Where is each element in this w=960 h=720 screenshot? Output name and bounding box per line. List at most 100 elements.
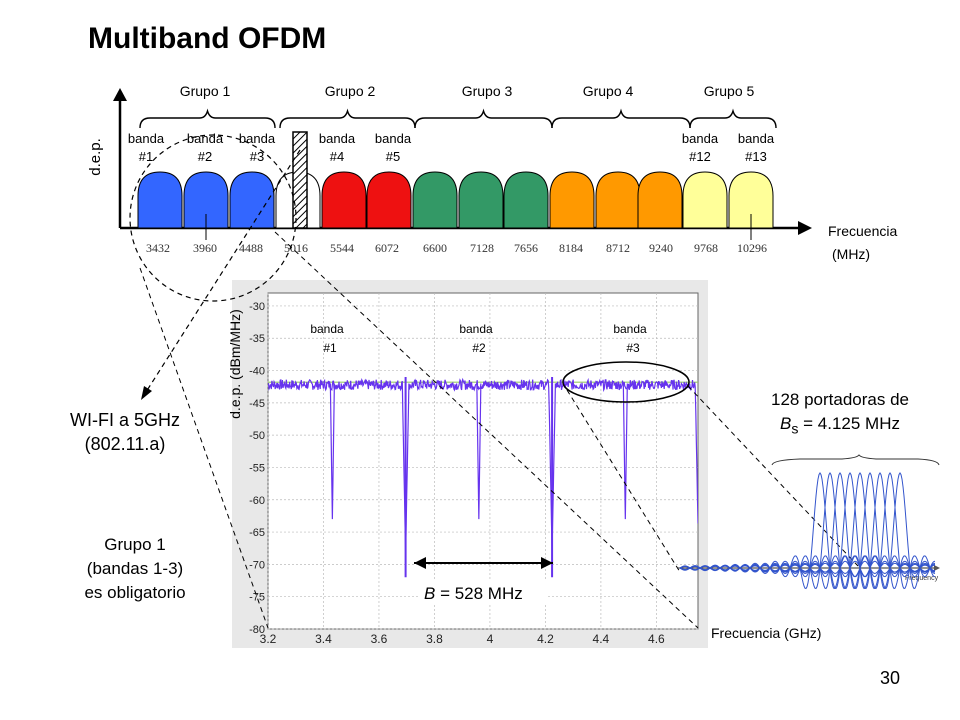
y-tick-label: -55 bbox=[249, 462, 265, 474]
group-label-3: Grupo 3 bbox=[462, 83, 513, 99]
wifi-5ghz-note: WI-FI a 5GHz (802.11.a) bbox=[40, 408, 210, 456]
wifi-5ghz-block bbox=[292, 131, 308, 229]
frequency-tick-5544: 5544 bbox=[330, 241, 354, 255]
group1-highlight-circle bbox=[129, 134, 297, 302]
bandwidth-label-symbol: B bbox=[424, 584, 435, 603]
dc-notch-3 bbox=[622, 383, 628, 520]
group-brace-1 bbox=[139, 108, 276, 129]
band-6 bbox=[366, 171, 412, 229]
group-brace-5 bbox=[689, 108, 777, 129]
band-12 bbox=[637, 171, 683, 229]
bandwidth-label-value: = 528 MHz bbox=[435, 584, 522, 603]
group1-note-line-1: Grupo 1 bbox=[104, 535, 166, 554]
group1-mandatory-note: Grupo 1 (bandas 1-3) es obligatorio bbox=[50, 533, 220, 605]
band-labels: banda #1 banda #2 banda #3 banda #4 banda #5 banda… bbox=[128, 131, 775, 164]
bandwidth-arrow-left-head bbox=[414, 557, 426, 569]
ofdm-carrier-curve bbox=[679, 472, 936, 590]
group-label-5: Grupo 5 bbox=[704, 83, 755, 99]
page-number: 30 bbox=[880, 668, 901, 688]
band-13 bbox=[682, 171, 728, 229]
dep-axis-arrow bbox=[113, 88, 127, 101]
band-8 bbox=[458, 171, 504, 229]
band-label-number: #3 bbox=[250, 149, 264, 164]
band-label-word: banda bbox=[319, 131, 356, 146]
zoom-line-left bbox=[139, 267, 269, 629]
frequency-tick-7656: 7656 bbox=[514, 241, 538, 255]
wifi-note-line-2: (802.11.a) bbox=[84, 434, 166, 454]
x-tick-label: 4.2 bbox=[537, 632, 554, 646]
y-tick-labels: -30 -35 -40 -45 -50 -55 -60 -65 -70 -75 -80 bbox=[249, 301, 265, 636]
band-1 bbox=[137, 171, 183, 229]
frequency-axis-label: Frecuencia bbox=[828, 223, 897, 239]
band-label-word: banda bbox=[738, 131, 775, 146]
frequency-tick-labels: 3432 3960 4488 5016 5544 6072 6600 7128 7656 8184… bbox=[146, 241, 767, 255]
bandwidth-arrow-right-head bbox=[541, 557, 553, 569]
y-tick-label: -75 bbox=[249, 592, 265, 604]
band-3 bbox=[229, 171, 275, 229]
frequency-axis-unit: (MHz) bbox=[832, 246, 870, 262]
band-label-word: banda bbox=[375, 131, 412, 146]
x-tick-label: 4.6 bbox=[648, 632, 665, 646]
group1-note-line-3: es obligatorio bbox=[84, 583, 186, 602]
carriers-note-line-2: Bs = 4.125 MHz bbox=[740, 412, 940, 441]
frequency-axis-arrow bbox=[798, 221, 812, 235]
frequency-tick-8184: 8184 bbox=[559, 241, 583, 255]
psd-trace-line bbox=[268, 377, 698, 552]
chart-grid bbox=[267, 293, 698, 630]
frequency-tick-5016: 5016 bbox=[284, 241, 308, 255]
frequency-tick-6072: 6072 bbox=[375, 241, 399, 255]
group-label-4: Grupo 4 bbox=[583, 83, 634, 99]
x-tick-label: 3.6 bbox=[371, 632, 388, 646]
x-tick-label: 4 bbox=[487, 632, 494, 646]
x-tick-labels: 3.2 3.4 3.6 3.8 4 4.2 4.4 4.6 bbox=[260, 632, 665, 646]
frequency-tick-8712: 8712 bbox=[606, 241, 630, 255]
frequency-tick-9768: 9768 bbox=[694, 241, 718, 255]
y-tick-label: -45 bbox=[249, 398, 265, 410]
band-label-word: banda bbox=[239, 131, 276, 146]
frequency-tick-4488: 4488 bbox=[239, 241, 263, 255]
dc-notch-1 bbox=[329, 383, 335, 520]
chart-band-label-word: banda bbox=[310, 322, 344, 336]
band-label-number: #12 bbox=[689, 149, 711, 164]
chart-band-labels: banda #1 banda #2 banda #3 bbox=[310, 322, 647, 355]
band-11 bbox=[595, 171, 641, 229]
wifi-note-line-1: WI-FI a 5GHz bbox=[69, 410, 180, 430]
group-label-1: Grupo 1 bbox=[180, 83, 231, 99]
slide-title: Multiband OFDM bbox=[88, 22, 327, 55]
band-10 bbox=[549, 171, 595, 229]
y-tick-label: -80 bbox=[249, 624, 265, 636]
y-tick-label: -65 bbox=[249, 527, 265, 539]
frequency-tick-3432: 3432 bbox=[146, 241, 170, 255]
frequency-tick-6600: 6600 bbox=[423, 241, 447, 255]
y-tick-label: -30 bbox=[249, 301, 265, 313]
bandwidth-label: B = 528 MHz bbox=[424, 584, 523, 603]
chart-x-axis-label: Frecuencia (GHz) bbox=[711, 625, 822, 641]
frequency-tick-3960: 3960 bbox=[193, 241, 217, 255]
band-14 bbox=[728, 171, 774, 229]
ofdm-carrier-curves bbox=[679, 472, 936, 590]
band-label-number: #13 bbox=[745, 149, 767, 164]
group-label-2: Grupo 2 bbox=[325, 83, 376, 99]
group1-note-line-2: (bandas 1-3) bbox=[86, 559, 184, 578]
y-tick-label: -40 bbox=[249, 366, 265, 378]
subcarriers-note: 128 portadoras de Bs = 4.125 MHz bbox=[740, 388, 940, 441]
band-7 bbox=[412, 171, 458, 229]
wifi-pointer-arrowhead bbox=[141, 386, 152, 400]
band-label-number: #1 bbox=[139, 149, 153, 164]
band-2 bbox=[183, 171, 229, 229]
dc-notch-2 bbox=[476, 383, 482, 520]
group-braces bbox=[139, 108, 777, 129]
band-label-number: #2 bbox=[198, 149, 212, 164]
chart-y-axis-label: d.e.p. (dBm/MHz) bbox=[227, 309, 243, 419]
ofdm-carrier-curve bbox=[679, 472, 936, 590]
psd-chart: -30 -35 -40 -45 -50 -55 -60 -65 -70 -75 -80 3.2 3.4… bbox=[227, 280, 708, 648]
carriers-note-line-1: 128 portadoras de bbox=[771, 390, 909, 409]
band3-highlight-ellipse bbox=[562, 361, 690, 403]
carriers-brace bbox=[771, 454, 940, 466]
bands bbox=[137, 171, 774, 240]
x-tick-label: 4.4 bbox=[593, 632, 610, 646]
frequency-tick-9240: 9240 bbox=[649, 241, 673, 255]
dep-axis-label: d.e.p. bbox=[87, 138, 104, 176]
band-9 bbox=[503, 171, 549, 229]
